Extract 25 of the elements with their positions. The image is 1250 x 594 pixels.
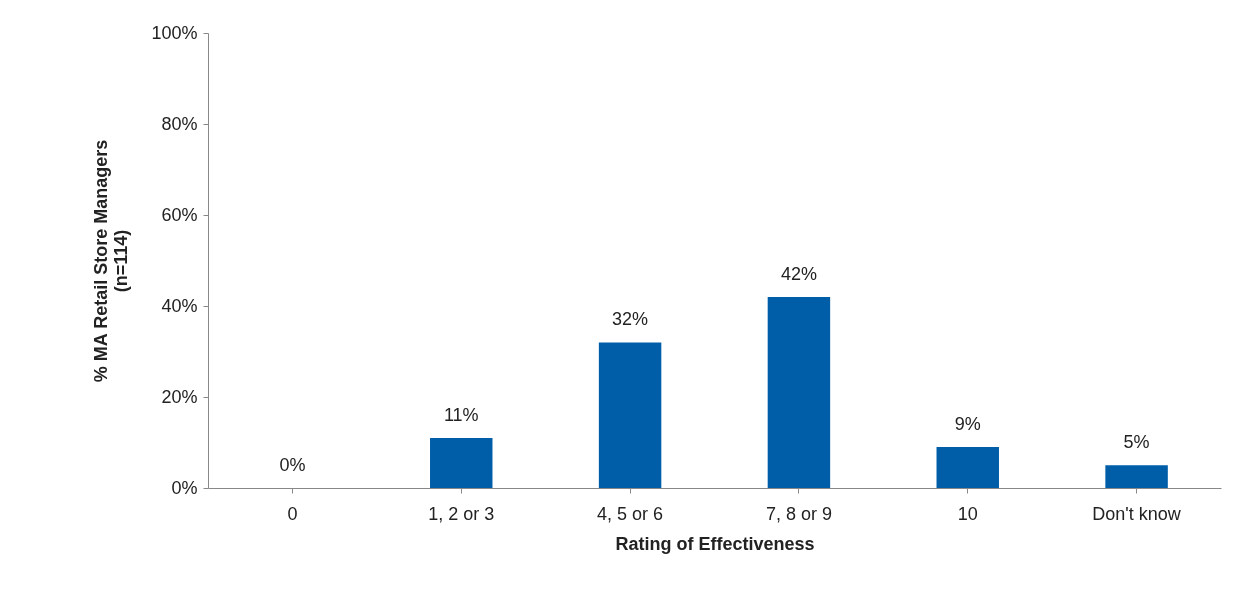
data-label: 5% <box>1123 432 1150 453</box>
x-tick-label: Don't know <box>1092 503 1182 524</box>
data-label: 42% <box>780 263 817 284</box>
y-tick-label: 20% <box>161 386 198 407</box>
x-tick-label: 0 <box>287 503 298 524</box>
bar <box>767 296 831 488</box>
y-tick-label: 40% <box>161 295 198 316</box>
x-tick-label: 1, 2 or 3 <box>428 503 495 524</box>
data-label: 11% <box>443 404 479 425</box>
y-axis-title: % MA Retail Store Managers (n=114) <box>91 139 132 383</box>
x-tick-label: 7, 8 or 9 <box>765 503 832 524</box>
y-tick-label: 100% <box>151 22 198 43</box>
data-label: 9% <box>954 414 981 435</box>
bar <box>598 342 662 488</box>
data-label: 0% <box>279 455 306 475</box>
y-tick-label: 80% <box>161 113 198 134</box>
bar <box>430 437 493 488</box>
x-tick-label: 4, 5 or 6 <box>597 503 664 524</box>
y-tick-label: 0% <box>171 477 198 498</box>
bar <box>1105 465 1168 488</box>
data-label: 32% <box>612 309 649 330</box>
bar <box>936 447 999 488</box>
x-tick-label: 10 <box>957 503 978 524</box>
x-axis-title: Rating of Effectiveness <box>615 533 815 554</box>
y-tick-label: 60% <box>161 204 198 225</box>
